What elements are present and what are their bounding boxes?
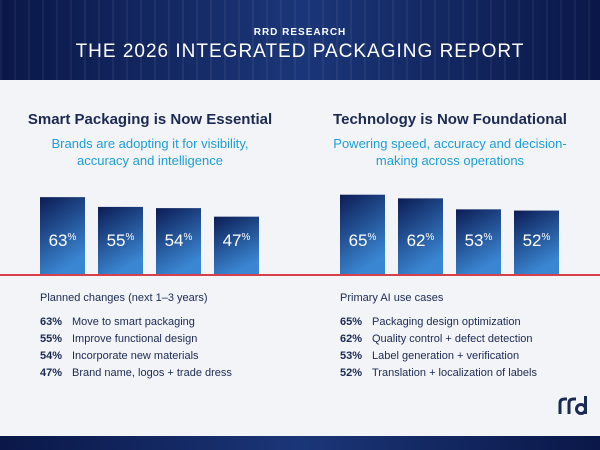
bar-value-unit: % [542,232,551,243]
bar-value-unit: % [426,232,435,243]
list-item: 52% Translation + localization of labels [340,367,537,384]
bar-2 [456,209,501,274]
list-item-label: Move to smart packaging [72,316,195,328]
list-item-pct: 53% [340,350,363,362]
bar-value-unit: % [368,232,377,243]
bar-3 [514,210,559,274]
list-item-pct: 55% [40,333,63,345]
list-item-pct: 62% [340,333,363,345]
report-title: THE 2026 INTEGRATED PACKAGING REPORT [75,41,525,62]
list-item: 63% Move to smart packaging [40,316,232,333]
list-item-label: Translation + localization of labels [372,367,537,379]
bar-value-unit: % [242,232,251,243]
ai-use-cases-list: 65% Packaging design optimization 62% Qual… [340,316,537,384]
list-item-pct: 47% [40,367,63,379]
ai-use-cases-bar-chart: 65% 62% 53% 52% [300,186,600,276]
list-item-label: Brand name, logos + trade dress [72,367,232,379]
panel-subheading: Brands are adopting it for visibility, a… [51,136,249,168]
list-item: 62% Quality control + defect detection [340,333,537,350]
chart-baseline [0,274,600,276]
bar-value-unit: % [484,232,493,243]
list-item-label: Incorporate new materials [72,350,199,362]
panel-heading: Technology is Now Foundational [333,111,567,128]
list-item-pct: 63% [40,316,63,328]
bar-0 [340,194,385,274]
bar-value-unit: % [68,232,77,243]
bar-value-unit: % [184,232,193,243]
list-item-label: Quality control + defect detection [372,333,533,345]
list-item-label: Label generation + verification [372,350,520,362]
list-item: 55% Improve functional design [40,333,232,350]
list-item-pct: 65% [340,316,363,328]
list-item-pct: 52% [340,367,363,379]
bar-1 [398,198,443,274]
bar-value-unit: % [126,232,135,243]
list-item-label: Improve functional design [72,333,198,345]
panel-subheading: Powering speed, accuracy and decision-ma… [333,136,567,168]
bar-chart-svg: 63% 55% 54% 47% [40,197,259,274]
report-header: RRD RESEARCH THE 2026 INTEGRATED PACKAGI… [0,0,600,80]
list-item-label: Packaging design optimization [372,316,521,328]
bar-3 [214,216,259,274]
smart-packaging-panel: Smart Packaging is Now Essential Brands … [0,80,300,410]
planned-changes-list: 63% Move to smart packaging 55% Improve fu… [40,316,232,384]
list-item: 47% Brand name, logos + trade dress [40,367,232,384]
bar-1 [98,206,143,274]
list-item-pct: 54% [40,350,63,362]
footer-band [0,436,600,450]
header-kicker: RRD RESEARCH [253,27,347,38]
list-item: 54% Incorporate new materials [40,350,232,367]
bar-0 [40,197,85,274]
list-item: 53% Label generation + verification [340,350,537,367]
list-title: Primary AI use cases [340,292,444,304]
rrd-logo-icon [558,396,587,415]
bar-2 [156,208,201,274]
bar-chart-svg: 65% 62% 53% 52% [340,194,559,274]
technology-panel: Technology is Now Foundational Powering … [300,80,600,410]
panel-heading: Smart Packaging is Now Essential [27,111,273,128]
list-title: Planned changes (next 1–3 years) [40,292,208,304]
smart-packaging-bar-chart: 63% 55% 54% 47% [0,186,300,276]
list-item: 65% Packaging design optimization [340,316,537,333]
